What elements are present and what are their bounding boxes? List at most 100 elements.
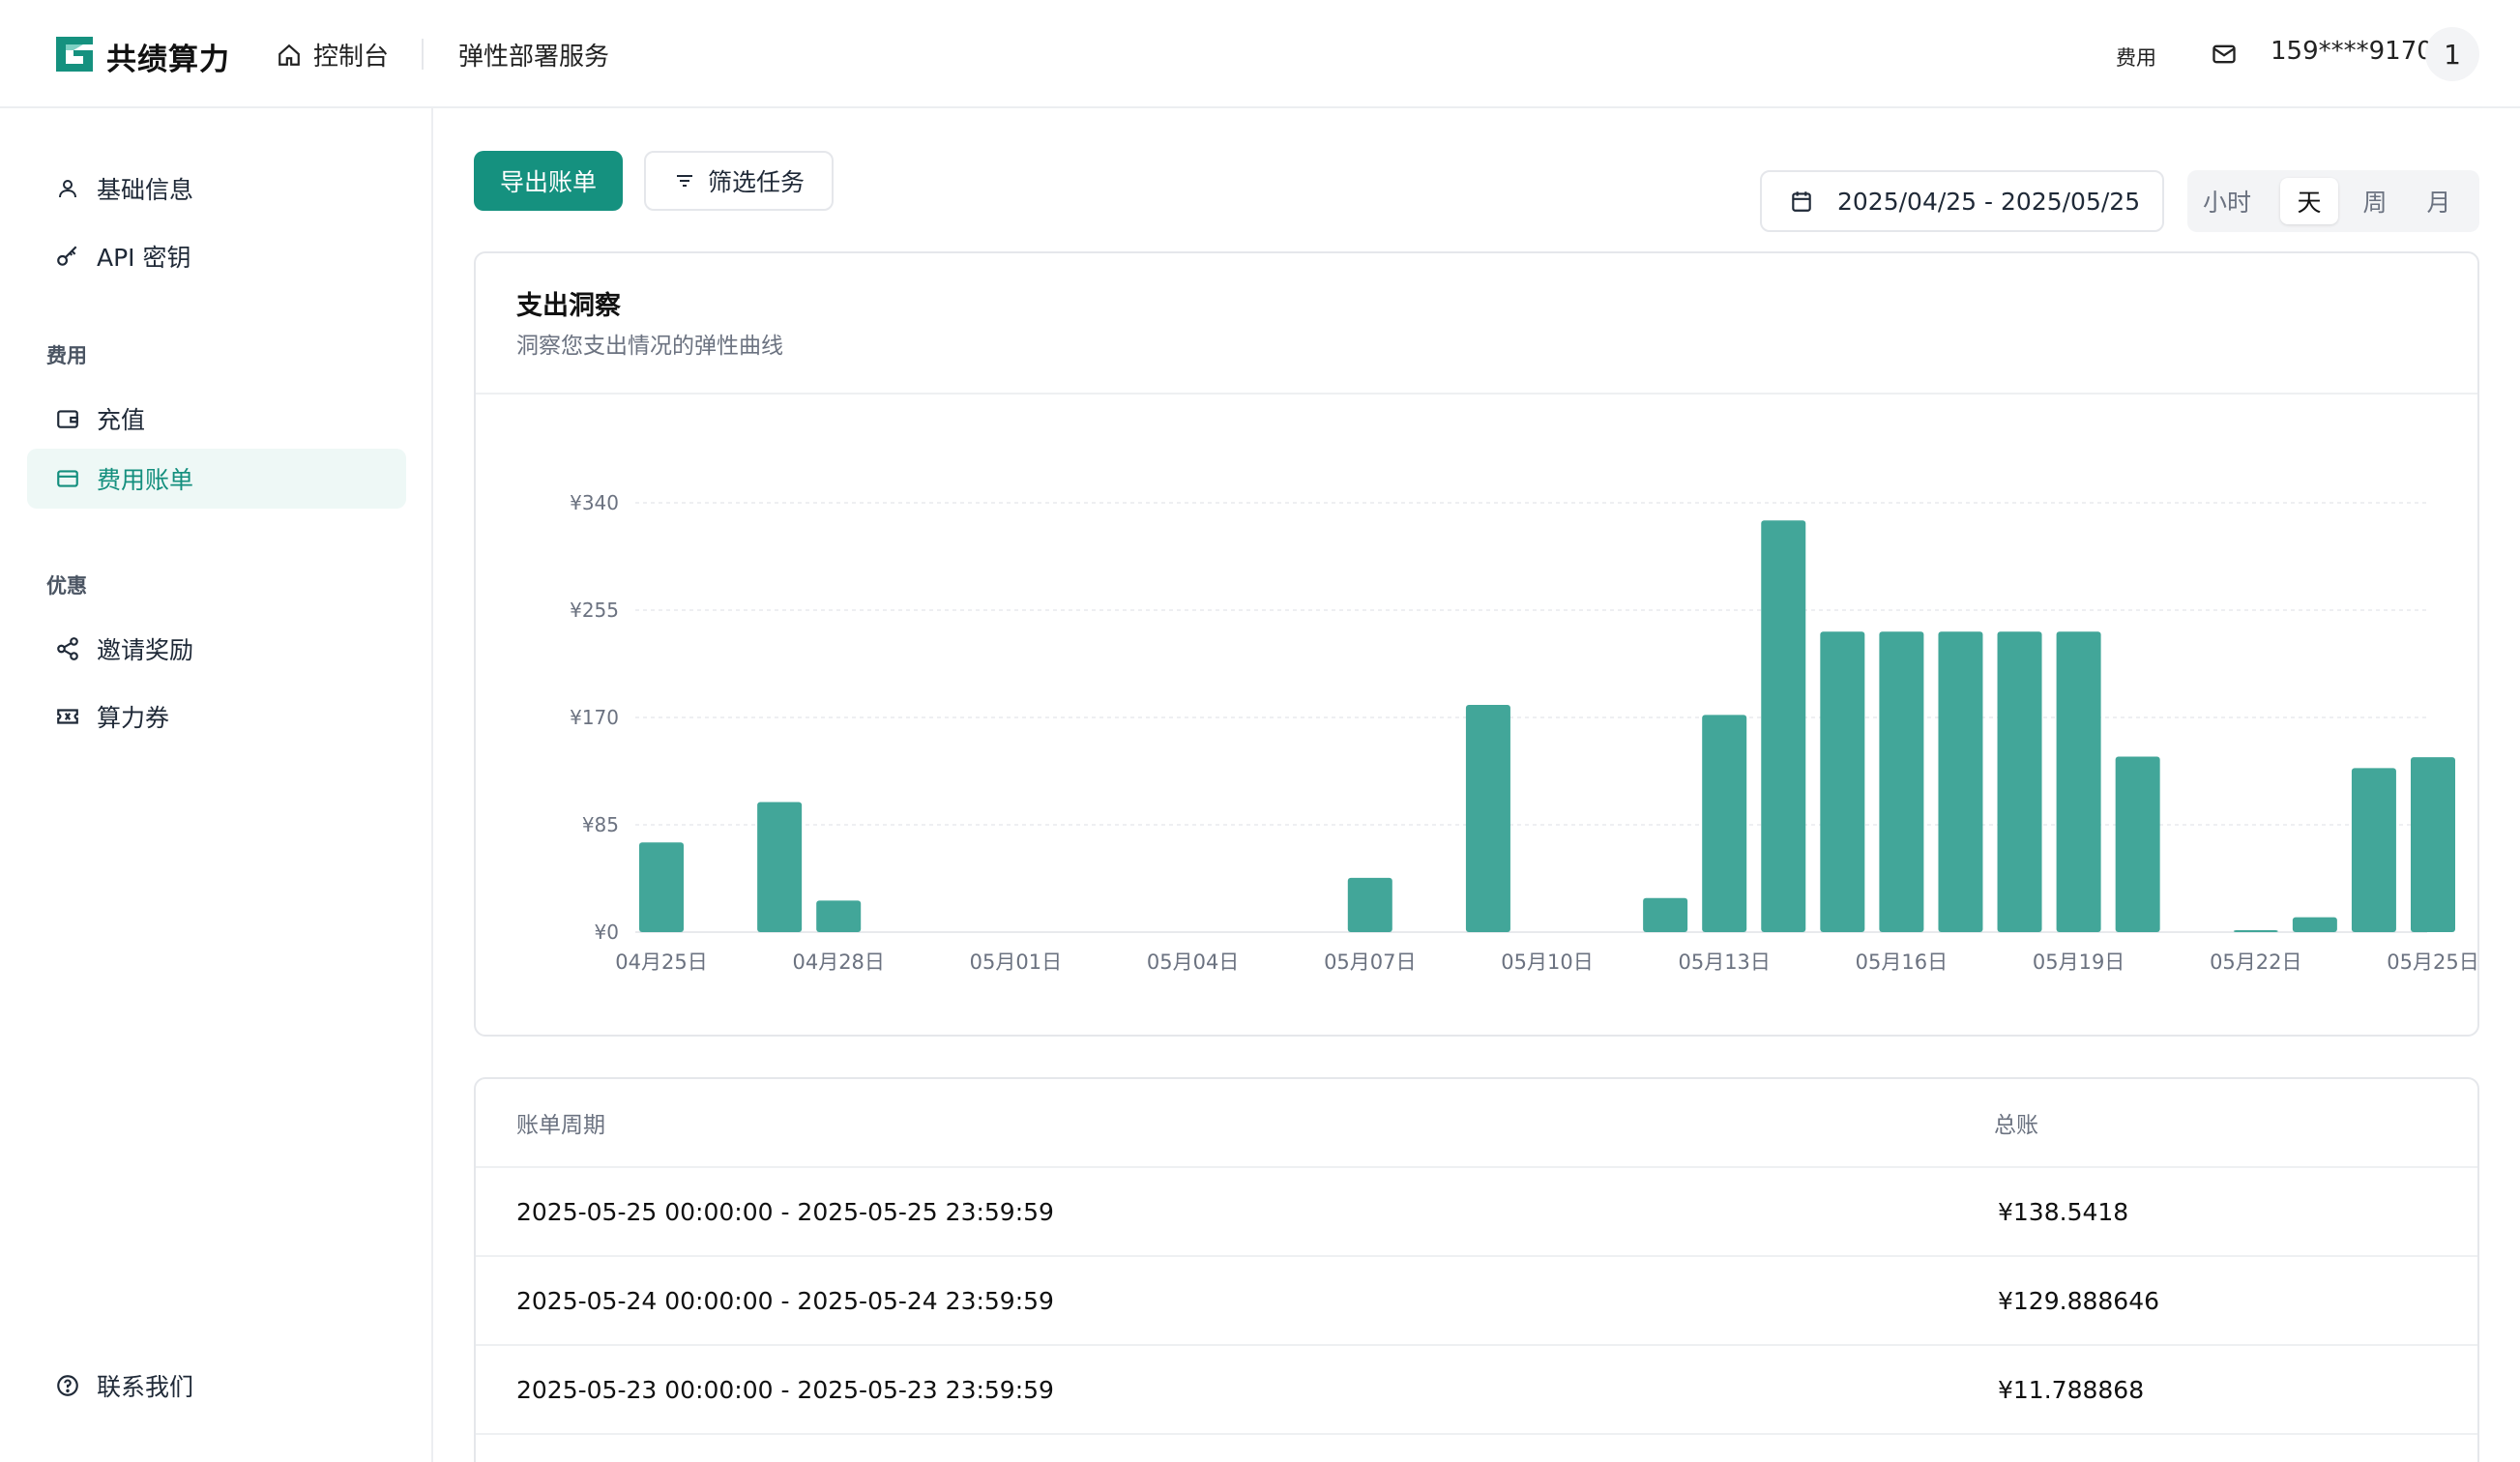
nav-console-label: 控制台 [313,43,390,72]
nav-console[interactable]: 控制台 [277,37,389,73]
bar-05月09日[interactable] [1465,704,1510,932]
bar-05月17日[interactable] [1938,631,1983,932]
bar-05月13日[interactable] [1702,715,1747,932]
sidebar-item-label: API 密钥 [97,244,191,272]
bar-04月25日[interactable] [639,842,684,932]
user-icon [54,175,81,202]
x-tick-label: 05月13日 [1678,950,1770,974]
card-subtitle: 洞察您支出情况的弹性曲线 [516,334,783,359]
bar-04月28日[interactable] [816,900,862,932]
cell-period: 2025-05-24 00:00:00 - 2025-05-24 23:59:5… [516,1286,1054,1315]
header-fee-link[interactable]: 费用 [2116,46,2156,70]
date-range-value: 2025/04/25 - 2025/05/25 [1837,187,2141,216]
x-tick-label: 05月04日 [1147,950,1239,974]
bar-04月27日[interactable] [757,802,803,932]
sidebar-item-label: 费用账单 [97,466,194,494]
top-header: 共绩算力 控制台 弹性部署服务 费用 159****9170 1 [0,0,2520,108]
bar-05月23日[interactable] [2292,917,2337,932]
spend-bar-chart: ¥0 ¥85 ¥170 ¥255 ¥340 04月25日 04月28日 05月01日 05月04… [570,491,2477,974]
granularity-hour[interactable]: 小时 [2202,189,2251,217]
granularity-day[interactable]: 天 [2280,178,2338,224]
spend-insight-card: 支出洞察 洞察您支出情况的弹性曲线 ¥0 ¥85 ¥170 ¥255 ¥340 04月25… [474,251,2479,1037]
mail-icon[interactable] [2211,41,2238,68]
sidebar-item-invite[interactable]: 邀请奖励 [27,619,406,679]
ticket-icon [54,703,81,730]
table-row[interactable]: 2025-05-24 00:00:00 - 2025-05-24 23:59:5… [476,1255,2477,1344]
bar-05月15日[interactable] [1820,631,1865,932]
y-tick-label: ¥0 [595,921,619,944]
filter-tasks-label: 筛选任务 [707,168,805,196]
sidebar-item-billing[interactable]: 费用账单 [27,449,406,509]
bar-05月07日[interactable] [1347,877,1392,932]
sidebar: 基础信息 API 密钥 费用 充值 费用账单 优惠 邀请奖励 算力券 联系我们 [0,108,433,1462]
bar-05月24日[interactable] [2351,768,2396,932]
cell-period: 2025-05-23 00:00:00 - 2025-05-23 23:59:5… [516,1375,1054,1404]
sidebar-item-api-key[interactable]: API 密钥 [27,226,406,286]
card-title: 支出洞察 [516,291,621,321]
x-tick-label: 05月07日 [1324,950,1416,974]
share-icon [54,635,81,662]
col-header-period: 账单周期 [516,1113,605,1138]
sidebar-item-label: 算力券 [97,704,170,732]
export-bill-button[interactable]: 导出账单 [474,151,623,211]
wallet-icon [54,405,81,432]
x-tick-label: 05月01日 [970,950,1062,974]
filter-tasks-button[interactable]: 筛选任务 [644,151,834,211]
x-tick-label: 04月25日 [615,950,707,974]
sidebar-item-coupon[interactable]: 算力券 [27,687,406,746]
y-tick-label: ¥85 [582,813,619,836]
granularity-month[interactable]: 月 [2426,189,2451,217]
x-tick-label: 05月16日 [1856,950,1948,974]
bar-05月20日[interactable] [2115,756,2160,932]
bar-05月18日[interactable] [1997,631,2042,932]
table-row[interactable]: 2025-05-23 00:00:00 - 2025-05-23 23:59:5… [476,1344,2477,1433]
cell-total: ¥129.888646 [1998,1286,2160,1315]
nav-divider [422,39,424,70]
y-tick-label: ¥255 [570,599,619,622]
y-tick-label: ¥340 [570,491,619,514]
help-icon [54,1372,81,1399]
sidebar-item-label: 邀请奖励 [97,636,194,664]
col-header-total: 总账 [1994,1113,2038,1138]
avatar[interactable]: 1 [2425,27,2479,81]
granularity-week[interactable]: 周 [2362,189,2388,217]
user-phone[interactable]: 159****9170 [2271,37,2433,66]
bar-05月25日[interactable] [2411,757,2455,932]
sidebar-group-promo: 优惠 [46,574,87,598]
sidebar-item-label: 联系我们 [97,1373,194,1401]
sidebar-item-label: 基础信息 [97,176,194,204]
filter-icon [676,175,692,187]
bill-table: 账单周期 总账 2025-05-25 00:00:00 - 2025-05-25… [474,1077,2479,1462]
sidebar-item-recharge[interactable]: 充值 [27,389,406,449]
cell-total: ¥138.5418 [1998,1197,2129,1226]
cell-total: ¥11.788868 [1998,1375,2145,1404]
x-tick-label: 05月19日 [2033,950,2124,974]
x-tick-label: 04月28日 [792,950,884,974]
table-row[interactable]: 2025-05-25 00:00:00 - 2025-05-25 23:59:5… [476,1166,2477,1255]
bar-05月16日[interactable] [1879,631,1924,932]
brand-logo-icon[interactable] [54,35,95,73]
nav-elastic-deploy[interactable]: 弹性部署服务 [458,43,610,72]
calendar-icon [1792,191,1811,212]
x-tick-label: 05月10日 [1501,950,1593,974]
sidebar-item-contact[interactable]: 联系我们 [27,1356,406,1416]
x-tick-label: 05月22日 [2210,950,2301,974]
bar-05月19日[interactable] [2056,631,2101,932]
bar-05月14日[interactable] [1761,520,1806,932]
sidebar-item-basic-info[interactable]: 基础信息 [27,159,406,219]
x-tick-label: 05月25日 [2387,950,2477,974]
cell-period: 2025-05-25 00:00:00 - 2025-05-25 23:59:5… [516,1197,1054,1226]
granularity-switch: 小时 天 周 月 [2187,170,2479,232]
table-row[interactable] [476,1433,2477,1462]
card-divider [476,393,2477,395]
home-icon [278,44,300,66]
key-icon [54,243,81,270]
bar-05月12日[interactable] [1643,897,1688,932]
date-range-picker[interactable]: 2025/04/25 - 2025/05/25 [1760,170,2164,232]
brand-name[interactable]: 共绩算力 [106,43,230,77]
card-icon [54,465,81,492]
sidebar-group-fee: 费用 [46,344,87,367]
bar-05月22日[interactable] [2233,930,2278,933]
y-tick-label: ¥170 [570,706,619,729]
sidebar-item-label: 充值 [97,406,146,434]
